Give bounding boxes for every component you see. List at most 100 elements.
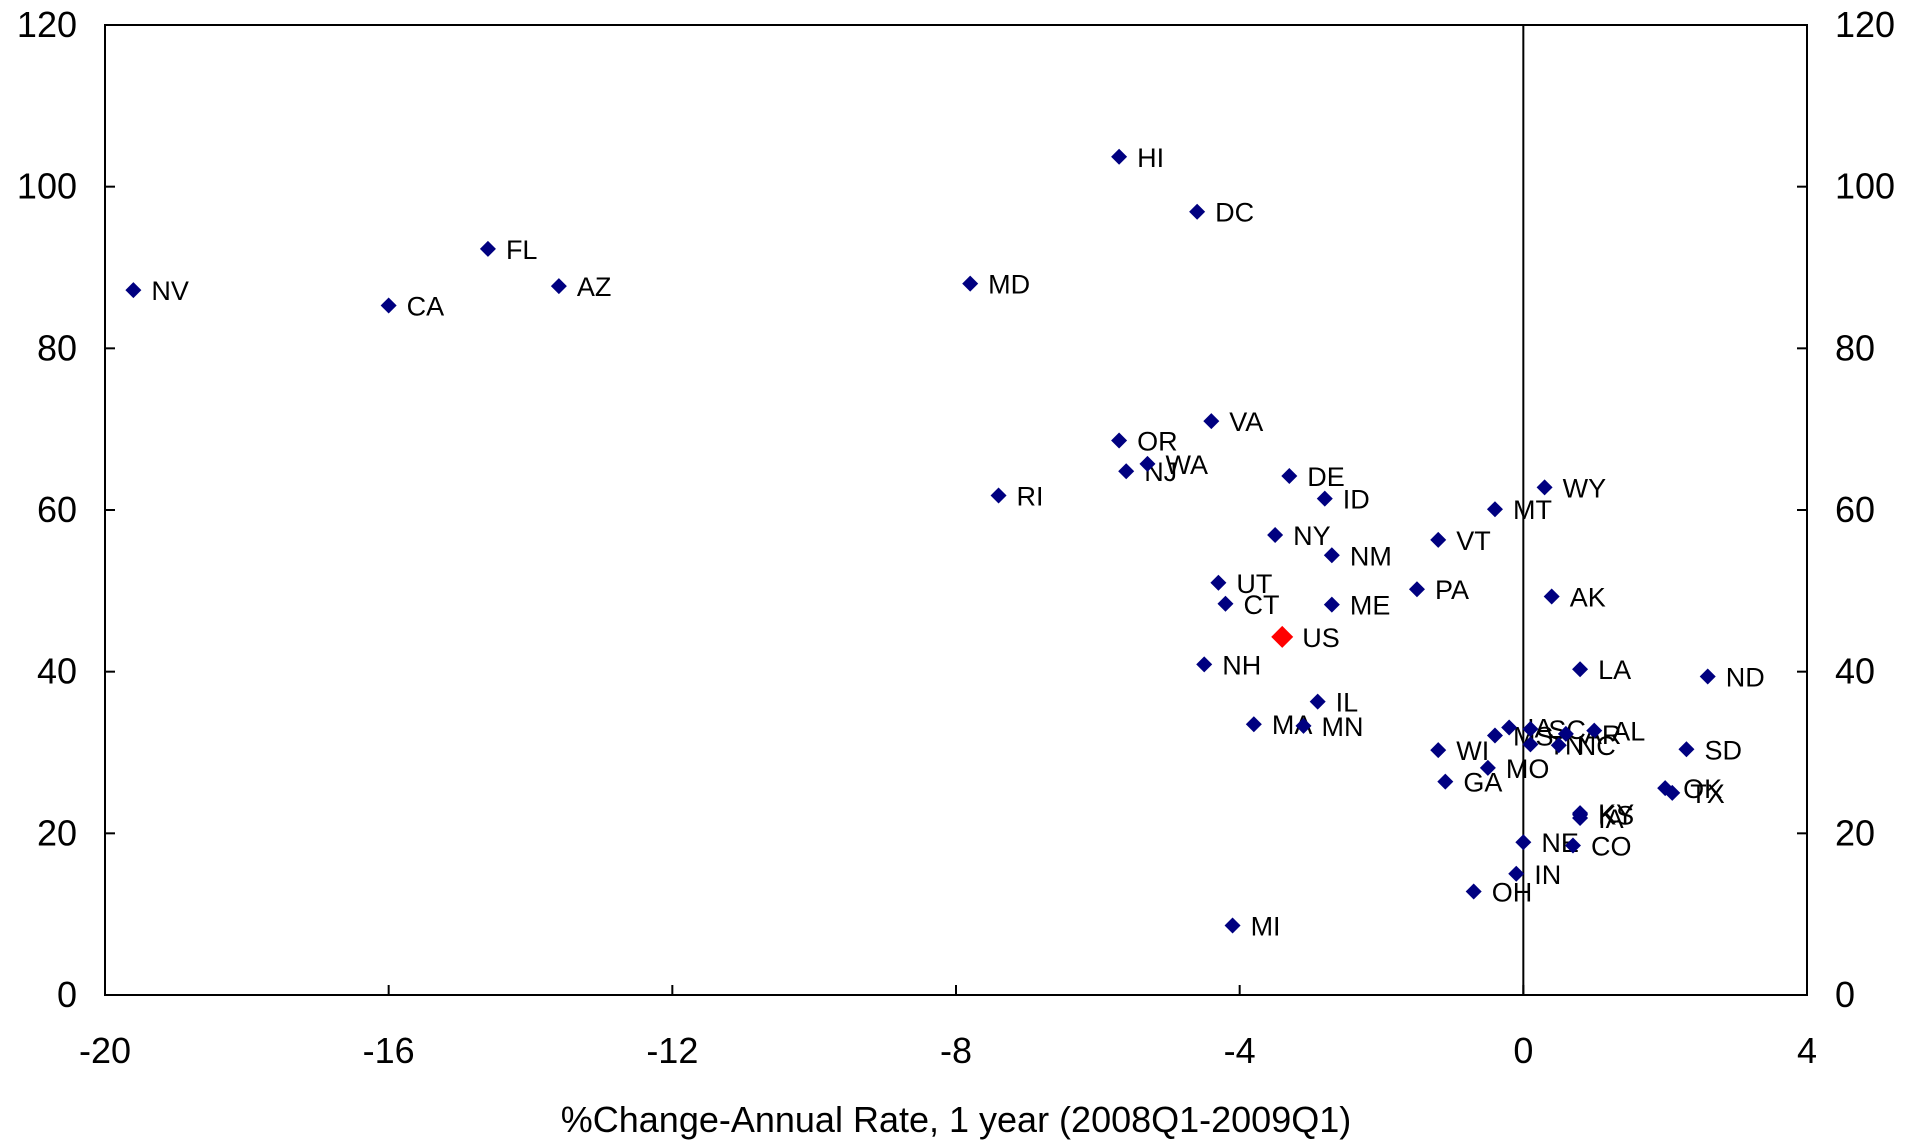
point-label: IA (1598, 804, 1624, 834)
state-point (1543, 588, 1560, 605)
point-label: NY (1293, 521, 1331, 551)
state-point (1118, 463, 1135, 480)
point-label: CT (1243, 590, 1279, 620)
y-tick-label-left: 80 (37, 327, 77, 368)
state-point (380, 297, 397, 314)
point-label: IN (1534, 860, 1561, 890)
point-label: AL (1612, 717, 1645, 747)
state-point (125, 282, 142, 299)
point-label: ND (1726, 663, 1765, 693)
x-tick-label: 0 (1513, 1030, 1533, 1071)
state-point (1508, 865, 1525, 882)
y-tick-label-left: 20 (37, 812, 77, 853)
state-point (1572, 661, 1589, 678)
y-tick-label-right: 80 (1835, 327, 1875, 368)
point-label: FL (506, 235, 538, 265)
state-point (1267, 527, 1284, 544)
state-point (1479, 759, 1496, 776)
state-point (1522, 736, 1539, 753)
y-tick-label-right: 120 (1835, 4, 1895, 45)
state-point (1430, 742, 1447, 759)
y-tick-label-left: 40 (37, 651, 77, 692)
point-label: LA (1598, 655, 1631, 685)
state-point (1323, 547, 1340, 564)
point-label: KS (1598, 801, 1634, 831)
y-tick-label-left: 0 (57, 974, 77, 1015)
state-point (1699, 668, 1716, 685)
point-label: RI (1017, 481, 1044, 511)
state-point (1536, 479, 1553, 496)
state-point (1486, 727, 1503, 744)
point-label: TX (1690, 779, 1725, 809)
y-tick-label-right: 100 (1835, 166, 1895, 207)
x-axis-title: %Change-Annual Rate, 1 year (2008Q1-2009… (561, 1099, 1352, 1140)
y-axis-left: 0 20 40 60 80 100 120 (17, 4, 115, 1015)
point-label: KY (1598, 799, 1634, 829)
state-point (990, 487, 1007, 504)
point-label: MI (1251, 911, 1281, 941)
point-label: NV (151, 276, 189, 306)
y-tick-label-right: 20 (1835, 812, 1875, 853)
point-label: US (1302, 623, 1340, 653)
point-label: ID (1343, 485, 1370, 515)
point-label: HI (1137, 143, 1164, 173)
state-point (1210, 574, 1227, 591)
state-point (1564, 837, 1581, 854)
point-label: MD (988, 270, 1030, 300)
state-point (1316, 490, 1333, 507)
point-label: AZ (577, 272, 612, 302)
point-label: OH (1492, 878, 1533, 908)
point-label: MT (1513, 495, 1552, 525)
point-label: MN (1321, 712, 1363, 742)
point-label: MO (1506, 754, 1550, 784)
y-tick-label-left: 120 (17, 4, 77, 45)
state-point (1203, 413, 1220, 430)
point-label: AR (1584, 720, 1622, 750)
state-point (1572, 809, 1589, 826)
point-label: WY (1563, 473, 1607, 503)
point-label: UT (1236, 569, 1272, 599)
point-label: OK (1683, 774, 1722, 804)
y-tick-label-left: 60 (37, 489, 77, 530)
state-point (1664, 784, 1681, 801)
state-point (1111, 148, 1128, 165)
point-label: NM (1350, 541, 1392, 571)
state-point (1550, 737, 1567, 754)
point-label: IL (1336, 688, 1359, 718)
x-tick-label: -4 (1224, 1030, 1256, 1071)
point-label: GA (1463, 768, 1502, 798)
point-label: VA (1229, 407, 1263, 437)
y-tick-label-right: 60 (1835, 489, 1875, 530)
point-label: DE (1307, 462, 1345, 492)
state-point (550, 278, 567, 295)
state-point (1295, 717, 1312, 734)
state-point (1189, 203, 1206, 220)
x-tick-label: 4 (1797, 1030, 1817, 1071)
x-tick-label: -12 (646, 1030, 698, 1071)
y-tick-label-right: 0 (1835, 974, 1855, 1015)
state-point (1217, 595, 1234, 612)
state-point (1586, 722, 1603, 739)
state-point (1522, 721, 1539, 738)
point-label: WA (1165, 450, 1208, 480)
point-label: SD (1704, 735, 1742, 765)
state-point (1139, 455, 1156, 472)
state-point (1408, 581, 1425, 598)
point-label: CA (407, 291, 445, 321)
state-point (1281, 468, 1298, 485)
state-point (1678, 741, 1695, 758)
point-label: ME (1350, 591, 1391, 621)
point-label: VT (1456, 526, 1491, 556)
state-point (479, 240, 496, 257)
state-point (1224, 917, 1241, 934)
x-tick-label: -16 (363, 1030, 415, 1071)
state-point (1557, 725, 1574, 742)
state-point (1309, 693, 1326, 710)
point-label: WI (1456, 736, 1489, 766)
point-label: AK (1570, 582, 1606, 612)
point-label: CO (1591, 831, 1632, 861)
y-tick-label-left: 100 (17, 166, 77, 207)
state-point (962, 275, 979, 292)
